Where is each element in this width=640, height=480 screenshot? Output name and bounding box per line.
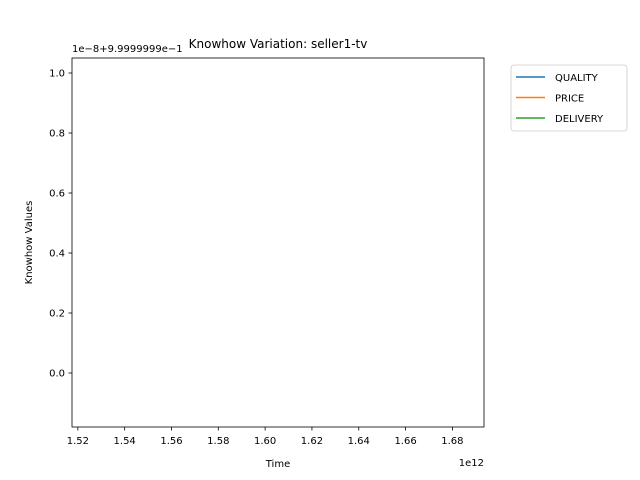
y-offset-label: 1e−8+9.9999999e−1 bbox=[72, 44, 183, 55]
legend-label: DELIVERY bbox=[555, 114, 604, 125]
legend-frame bbox=[510, 64, 628, 132]
x-tick-label: 1.54 bbox=[114, 436, 136, 447]
x-tick-label: 1.62 bbox=[301, 436, 323, 447]
chart-title: Knowhow Variation: seller1-tv bbox=[189, 37, 368, 51]
legend: QUALITY PRICE DELIVERY bbox=[510, 64, 628, 132]
y-axis-label: Knowhow Values bbox=[24, 201, 35, 285]
x-tick-label: 1.60 bbox=[254, 436, 276, 447]
x-tick-label: 1.68 bbox=[441, 436, 463, 447]
y-tick-label: 0.4 bbox=[49, 249, 65, 260]
legend-label: PRICE bbox=[555, 94, 584, 105]
plot-area bbox=[71, 57, 485, 428]
y-tick-label: 0.2 bbox=[49, 309, 65, 320]
y-tick-label: 0.8 bbox=[49, 129, 65, 140]
x-axis-label: Time bbox=[265, 459, 290, 470]
x-tick-label: 1.52 bbox=[67, 436, 89, 447]
x-tick-label: 1.58 bbox=[207, 436, 229, 447]
x-tick-label: 1.66 bbox=[394, 436, 416, 447]
x-offset-label: 1e12 bbox=[459, 458, 484, 469]
y-tick-label: 1.0 bbox=[49, 69, 65, 80]
x-tick-label: 1.64 bbox=[348, 436, 370, 447]
y-axis: 0.0 0.2 0.4 0.6 0.8 1.0 bbox=[49, 69, 72, 380]
y-tick-label: 0.6 bbox=[49, 189, 65, 200]
y-tick-label: 0.0 bbox=[49, 369, 65, 380]
plot-frame bbox=[71, 57, 485, 428]
legend-label: QUALITY bbox=[555, 73, 599, 84]
x-tick-label: 1.56 bbox=[160, 436, 182, 447]
x-axis: 1.52 1.54 1.56 1.58 1.60 1.62 1.64 1.66 1.68 bbox=[67, 427, 464, 447]
